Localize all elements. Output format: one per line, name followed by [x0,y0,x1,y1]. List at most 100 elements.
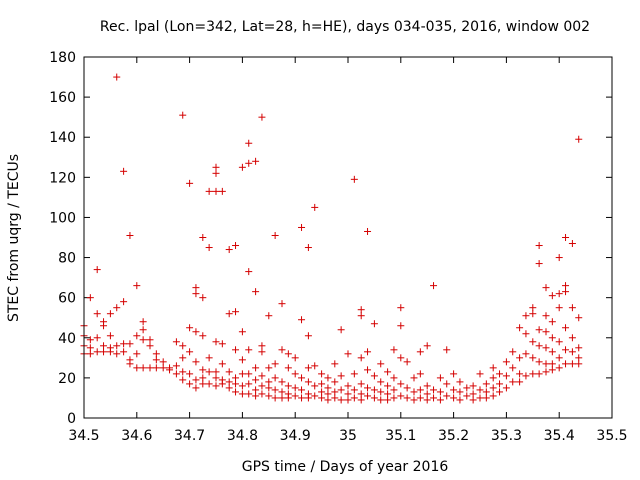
data-point [397,380,405,388]
data-point [192,384,200,392]
data-point [469,396,477,404]
data-point [509,364,517,372]
y-tick-label: 160 [49,90,76,106]
data-point [232,374,240,382]
data-point [265,378,273,386]
data-point [113,304,121,312]
data-point [575,354,583,362]
data-point [568,334,576,342]
data-point [284,394,292,402]
data-point [489,364,497,372]
data-point [199,366,207,374]
data-point [548,366,556,374]
data-point [357,312,365,320]
data-point [542,360,550,368]
data-point [416,370,424,378]
data-point [548,292,556,300]
data-point [469,382,477,390]
data-point [377,396,385,404]
data-point [548,334,556,342]
data-point [298,386,306,394]
data-point [575,360,583,368]
data-point [218,360,226,368]
data-point [575,135,583,143]
data-point [271,231,279,239]
data-point [146,364,154,372]
data-point [298,223,306,231]
data-point [166,366,174,374]
data-point [179,342,187,350]
data-point [291,370,299,378]
data-point [357,396,365,404]
data-point [423,382,431,390]
data-point [212,374,220,382]
data-point [192,358,200,366]
y-tick-label: 180 [49,50,76,66]
x-axis-label: GPS time / Days of year 2016 [242,459,449,475]
data-point [535,358,543,366]
data-point [548,360,556,368]
data-point [205,368,213,376]
data-point [212,382,220,390]
data-point [410,396,418,404]
data-point [357,380,365,388]
data-point [100,348,108,356]
data-point [344,396,352,404]
data-point [450,394,458,402]
data-point [225,368,233,376]
data-point [179,368,187,376]
data-point [265,384,273,392]
data-point [311,382,319,390]
data-point [199,294,207,302]
data-point [179,354,187,362]
data-point [390,386,398,394]
data-point [516,354,524,362]
plot-frame [83,56,613,419]
data-point [384,396,392,404]
data-point [535,370,543,378]
data-point [344,350,352,358]
data-point [179,111,187,119]
y-tick-label: 60 [58,291,76,307]
data-point [192,284,200,292]
data-point [139,326,147,334]
data-point [344,390,352,398]
data-point [548,348,556,356]
y-axis-label: STEC from uqrg / TECUs [6,154,22,322]
data-point [252,386,260,394]
x-tick-label: 34.5 [68,428,99,444]
data-point [416,348,424,356]
chart-title: Rec. lpal (Lon=342, Lat=28, h=HE), days … [100,19,590,35]
data-point [456,396,464,404]
data-point [522,312,530,320]
data-point [370,372,378,380]
data-point [86,294,94,302]
data-point [205,380,213,388]
data-point [423,390,431,398]
data-point [106,348,114,356]
data-point [238,370,246,378]
data-point [225,378,233,386]
data-point [403,384,411,392]
data-point [271,394,279,402]
data-point [245,390,253,398]
data-point [311,362,319,370]
data-point [186,380,194,388]
data-point [258,390,266,398]
data-point [100,342,108,350]
data-point [529,354,537,362]
data-point [192,376,200,384]
data-point [456,388,464,396]
data-point [331,360,339,368]
data-point [278,300,286,308]
data-point [377,378,385,386]
data-point [139,318,147,326]
data-point [522,372,530,380]
data-point [562,288,570,296]
data-point [357,354,365,362]
data-point [390,374,398,382]
data-point [186,348,194,356]
data-point [186,324,194,332]
data-point [304,378,312,386]
data-point [265,312,273,320]
